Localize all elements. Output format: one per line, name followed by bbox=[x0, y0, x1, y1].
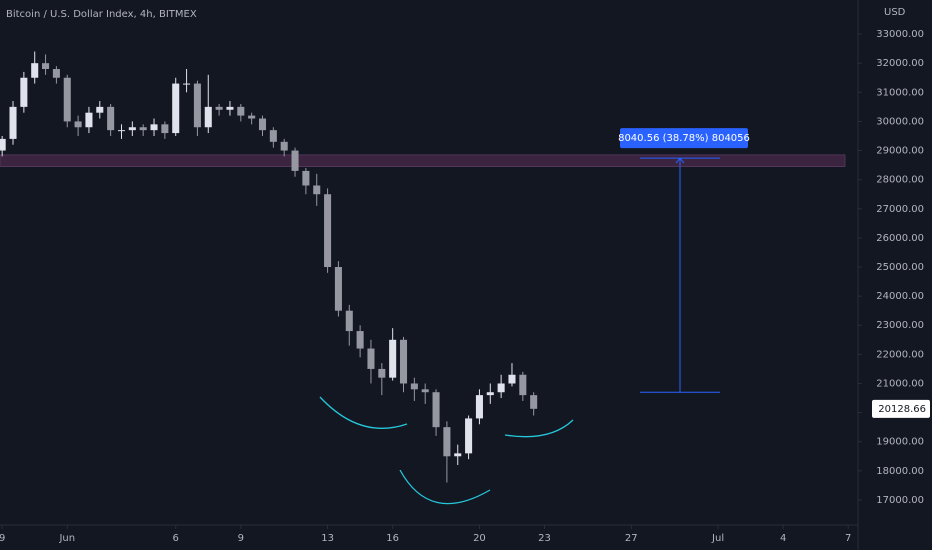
y-tick-label: 19000.00 bbox=[876, 437, 924, 448]
candle-body bbox=[291, 150, 299, 171]
y-tick-label: 21000.00 bbox=[876, 378, 924, 389]
candle-body bbox=[42, 63, 50, 70]
x-tick-label: 9 bbox=[0, 533, 5, 544]
chart-title: Bitcoin / U.S. Dollar Index, 4h, BITMEX bbox=[6, 9, 197, 20]
y-tick-label: 29000.00 bbox=[876, 146, 924, 157]
candle-body bbox=[172, 83, 180, 134]
drawing-curve bbox=[399, 469, 491, 505]
candle-body bbox=[345, 310, 353, 332]
candle-body bbox=[215, 106, 223, 110]
candle-body bbox=[52, 69, 60, 78]
candle-body bbox=[183, 83, 191, 85]
last-price-box bbox=[872, 399, 930, 418]
candle-body bbox=[139, 127, 147, 131]
drawing-curve bbox=[319, 396, 408, 429]
candle-body bbox=[432, 392, 440, 428]
candle-body bbox=[465, 418, 473, 454]
drawing-curve bbox=[504, 419, 574, 438]
candle-body bbox=[63, 77, 71, 122]
x-tick-label: 4 bbox=[780, 533, 786, 544]
candle-body bbox=[31, 63, 39, 78]
candle-body bbox=[486, 392, 494, 396]
price-zone bbox=[0, 154, 846, 167]
y-tick-label: 22000.00 bbox=[876, 349, 924, 360]
y-tick-label: 17000.00 bbox=[876, 495, 924, 506]
measure-label-box bbox=[620, 128, 748, 149]
candle-body bbox=[9, 106, 17, 139]
candle-body bbox=[302, 170, 310, 186]
candle-body bbox=[0, 138, 6, 151]
candle-body bbox=[508, 374, 516, 384]
candle-body bbox=[443, 427, 451, 457]
candle-body bbox=[161, 124, 169, 134]
candle-body bbox=[334, 267, 342, 311]
x-tick-label: 20 bbox=[473, 533, 486, 544]
x-tick-label: 6 bbox=[173, 533, 179, 544]
candle-body bbox=[258, 118, 267, 131]
candle-body bbox=[410, 383, 418, 390]
candle-body bbox=[20, 77, 28, 107]
candle-body bbox=[378, 368, 386, 378]
y-tick-label: 18000.00 bbox=[876, 466, 924, 477]
candle-body bbox=[269, 130, 277, 142]
candle-body bbox=[421, 389, 429, 393]
y-tick-label: 26000.00 bbox=[876, 233, 924, 244]
y-tick-label: 32000.00 bbox=[876, 58, 924, 69]
x-tick-label: Jul bbox=[711, 533, 724, 544]
measure-label: 8040.56 (38.78%) 804056 bbox=[618, 133, 750, 144]
candle-body bbox=[204, 106, 212, 128]
x-tick-label: Jun bbox=[58, 533, 75, 544]
candle-body bbox=[497, 383, 505, 393]
candle-body bbox=[107, 106, 115, 131]
x-tick-label: 13 bbox=[321, 533, 334, 544]
candle-body bbox=[128, 127, 136, 131]
y-axis-label: USD bbox=[884, 7, 906, 18]
candle-body bbox=[399, 339, 408, 384]
candle-body bbox=[519, 374, 527, 396]
candle-body bbox=[226, 106, 234, 110]
candle-body bbox=[85, 112, 93, 128]
candle-body bbox=[313, 185, 321, 195]
y-tick-label: 28000.00 bbox=[876, 175, 924, 186]
x-tick-label: 27 bbox=[625, 533, 638, 544]
x-tick-label: 7 bbox=[845, 533, 851, 544]
candle-body bbox=[324, 194, 332, 268]
candle-body bbox=[117, 130, 126, 132]
y-tick-label: 31000.00 bbox=[876, 87, 924, 98]
x-tick-label: 9 bbox=[238, 533, 244, 544]
candle-body bbox=[280, 141, 288, 151]
candle-body bbox=[530, 395, 538, 409]
candle-body bbox=[389, 339, 397, 378]
measure-arrow bbox=[675, 157, 685, 164]
candle-body bbox=[356, 331, 364, 349]
candle-body bbox=[237, 106, 245, 116]
y-tick-label: 25000.00 bbox=[876, 262, 924, 273]
candle-body bbox=[193, 83, 201, 128]
x-tick-label: 23 bbox=[538, 533, 551, 544]
y-tick-label: 33000.00 bbox=[876, 29, 924, 40]
x-tick-label: 16 bbox=[386, 533, 399, 544]
y-tick-label: 23000.00 bbox=[876, 320, 924, 331]
y-tick-label: 30000.00 bbox=[876, 116, 924, 127]
candle-body bbox=[150, 124, 158, 131]
candle-body bbox=[454, 453, 462, 457]
y-tick-label: 27000.00 bbox=[876, 204, 924, 215]
candle-body bbox=[96, 106, 104, 113]
y-tick-label: 24000.00 bbox=[876, 291, 924, 302]
candle-body bbox=[248, 115, 256, 119]
candle-body bbox=[367, 348, 375, 369]
last-price-label: 20128.66 bbox=[878, 404, 926, 415]
candle-body bbox=[475, 395, 483, 419]
candle-body bbox=[74, 121, 82, 128]
